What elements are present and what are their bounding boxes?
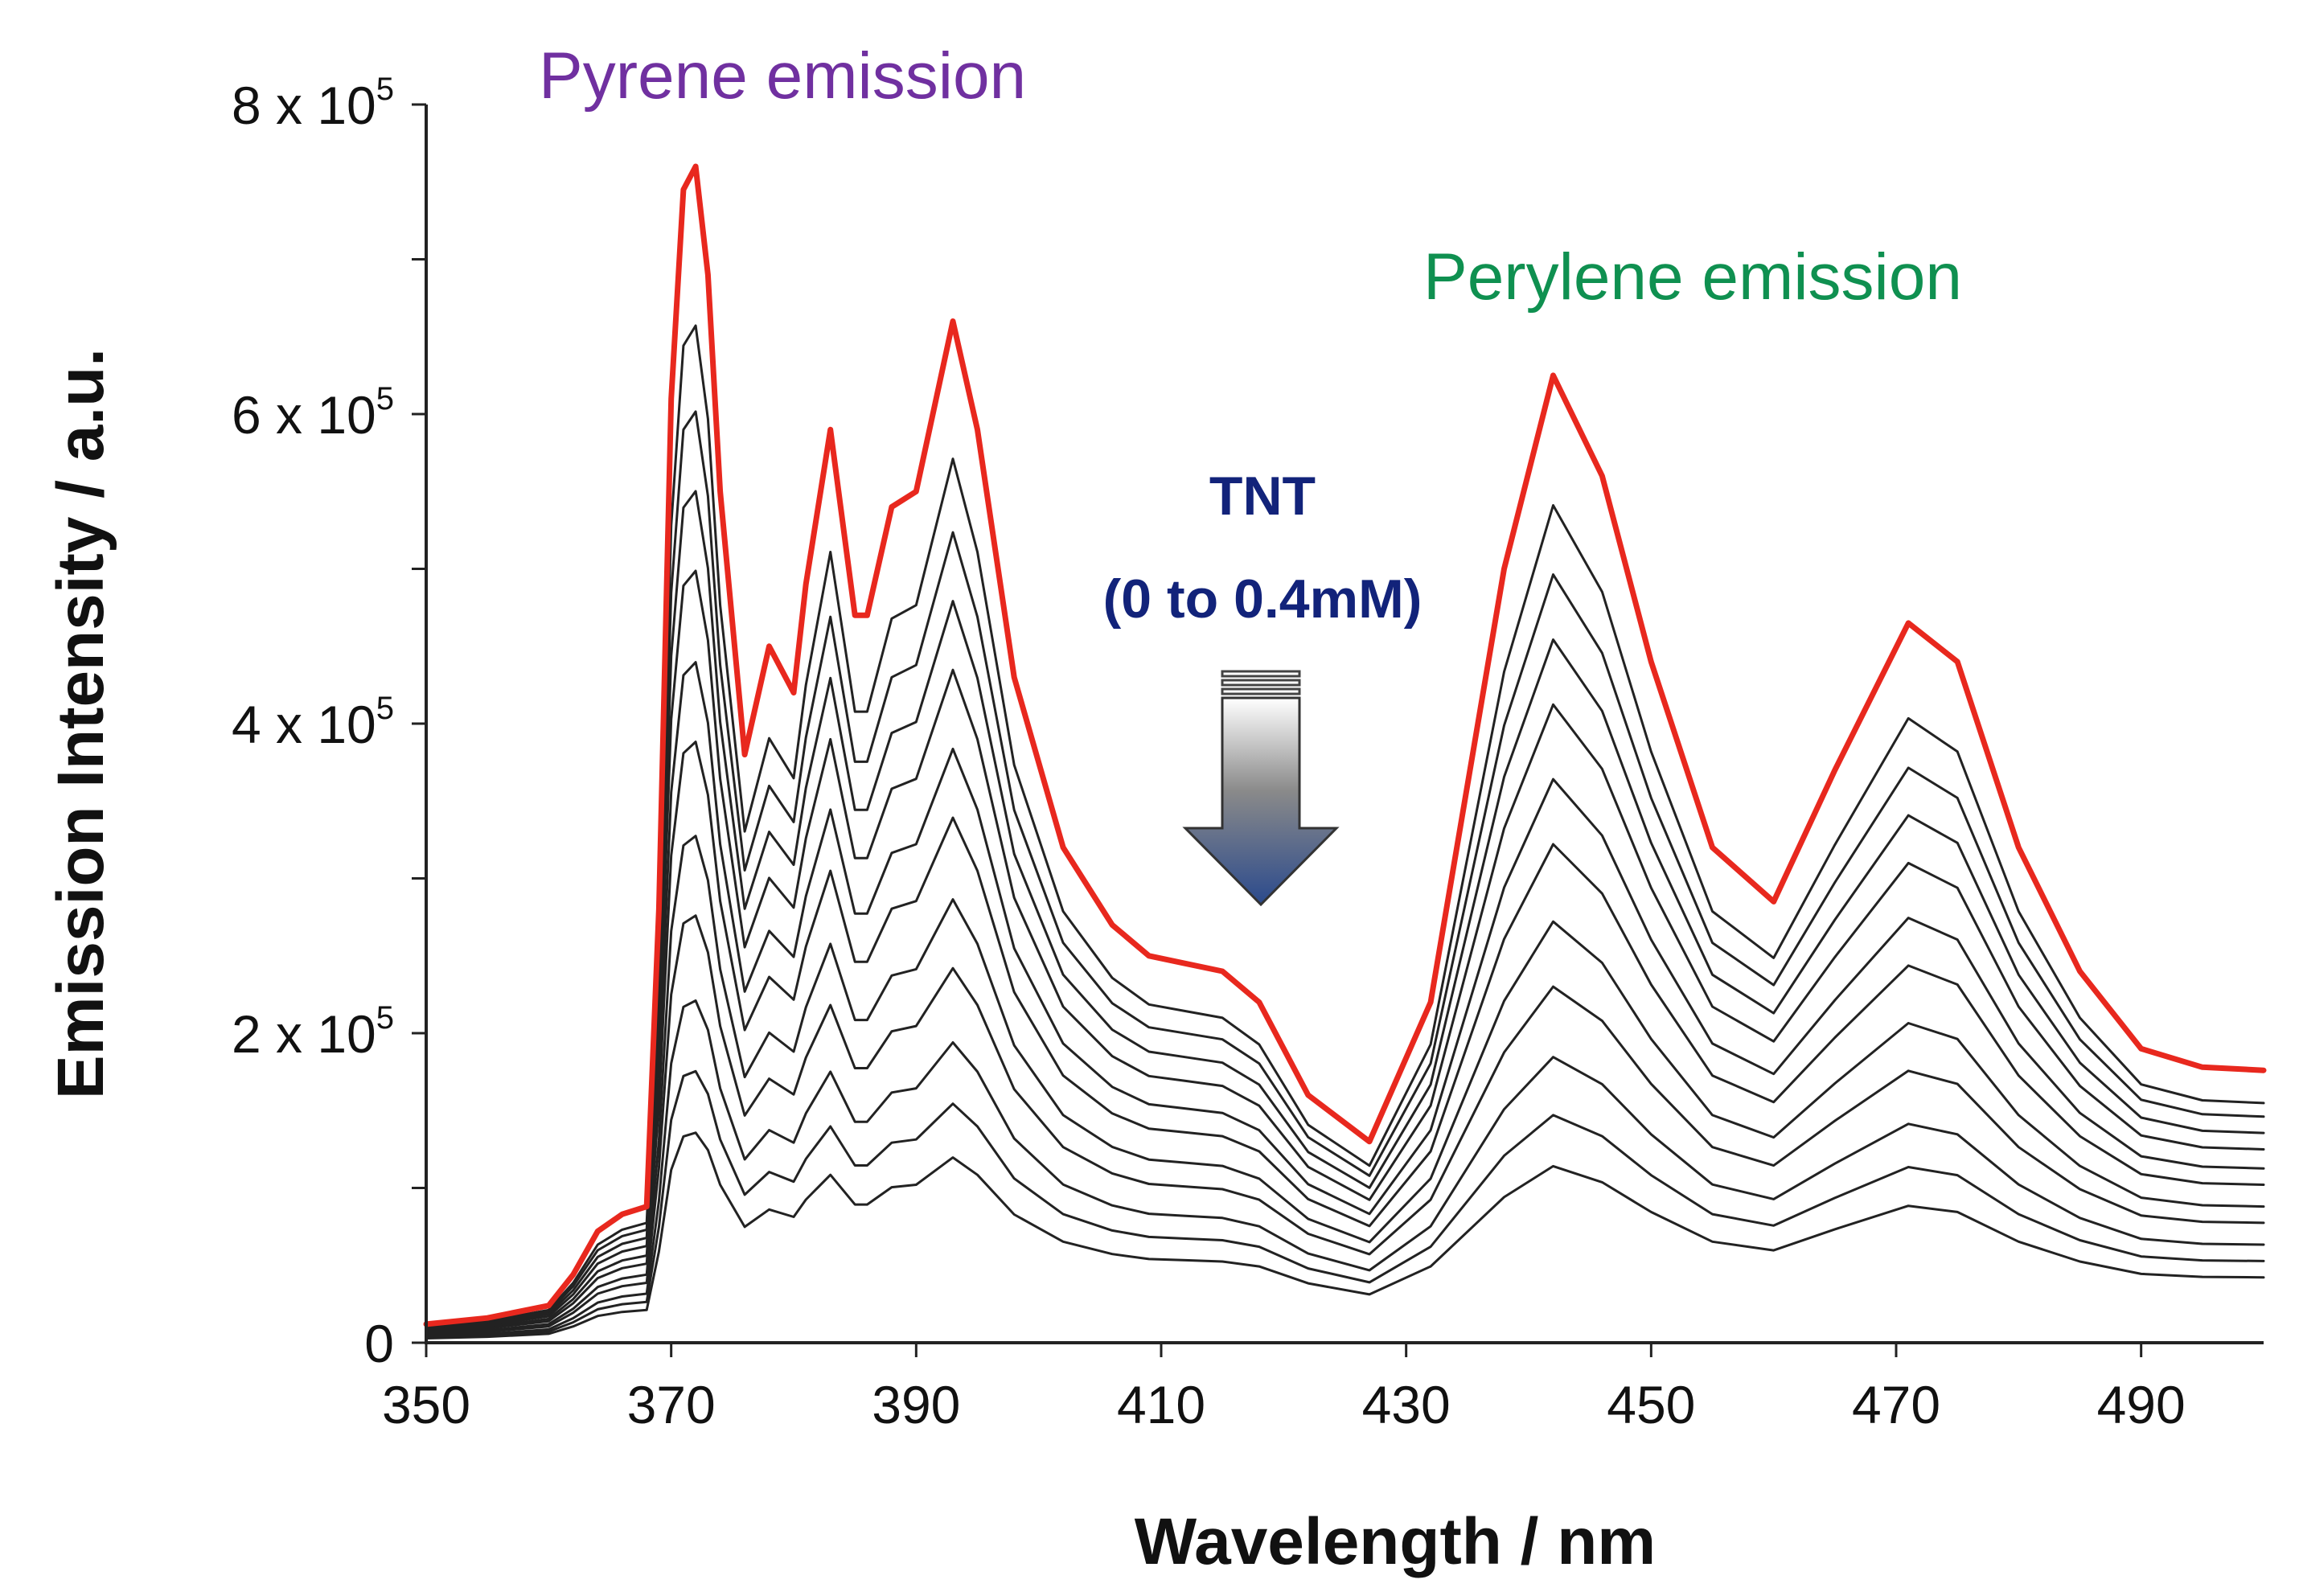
down-arrow-icon — [1182, 670, 1340, 907]
x-tick-label: 370 — [627, 1375, 716, 1434]
series-line-11 — [425, 1131, 2265, 1340]
x-tick-label: 390 — [872, 1375, 960, 1434]
series-line-5 — [425, 661, 2265, 1332]
series-line-6 — [425, 741, 2265, 1334]
x-tick-label: 470 — [1852, 1375, 1940, 1434]
series-line-8 — [425, 914, 2265, 1336]
y-ticks: 0 2 x 105 4 x 105 6 x 105 8 x 105 — [232, 72, 426, 1373]
y-tick-label: 4 x 105 — [232, 691, 394, 754]
series-line-10 — [425, 1069, 2265, 1339]
series-line-9 — [425, 999, 2265, 1338]
x-tick-label: 450 — [1607, 1375, 1695, 1434]
x-ticks: 350 370 390 410 430 450 470 490 — [382, 1343, 2186, 1434]
series-line-3 — [425, 490, 2265, 1330]
series-line-1 — [425, 324, 2265, 1328]
x-tick-label: 350 — [382, 1375, 470, 1434]
y-tick-label: 8 x 105 — [232, 72, 394, 135]
x-tick-label: 410 — [1117, 1375, 1205, 1434]
highlight-series — [423, 163, 2267, 1327]
y-axis-title: Emission Intensity / a.u. — [44, 348, 117, 1099]
axes: 0 2 x 105 4 x 105 6 x 105 8 x 105 350 370 390 4… — [232, 72, 2264, 1434]
tnt-label: TNT — [1209, 466, 1316, 527]
pyrene-annotation: Pyrene emission — [539, 39, 1026, 113]
y-tick-label: 6 x 105 — [232, 381, 394, 445]
series-line-0mM — [423, 163, 2267, 1327]
x-axis-title: Wavelength / nm — [1135, 1505, 1656, 1578]
spectra-series — [425, 324, 2265, 1340]
x-tick-label: 490 — [2097, 1375, 2186, 1434]
tnt-range-label: (0 to 0.4mM) — [1103, 568, 1423, 630]
y-tick-label: 2 x 105 — [232, 1000, 394, 1064]
series-line-4 — [425, 569, 2265, 1331]
y-tick-label: 0 — [364, 1314, 394, 1373]
series-line-2 — [425, 410, 2265, 1329]
plot-area — [423, 163, 2267, 1340]
series-line-7 — [425, 835, 2265, 1335]
perylene-annotation: Perylene emission — [1423, 240, 1962, 314]
x-tick-label: 430 — [1362, 1375, 1451, 1434]
